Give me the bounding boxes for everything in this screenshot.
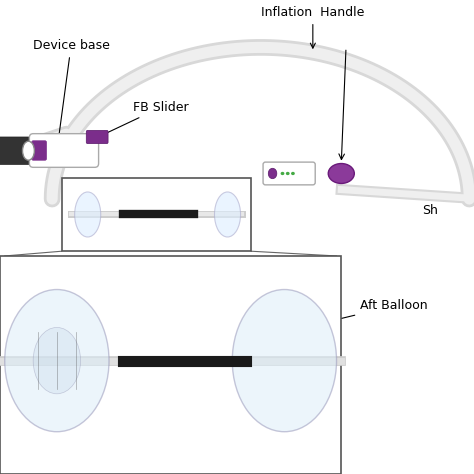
- Text: Inflation  Handle: Inflation Handle: [261, 6, 365, 48]
- FancyBboxPatch shape: [29, 134, 99, 167]
- FancyBboxPatch shape: [0, 137, 31, 164]
- Ellipse shape: [268, 168, 277, 179]
- Ellipse shape: [5, 290, 109, 432]
- Text: Fore Balloon  Sutures: Fore Balloon Sutures: [70, 392, 237, 465]
- Text: Device base: Device base: [33, 39, 109, 147]
- Bar: [0, 256, 341, 474]
- Ellipse shape: [286, 172, 290, 175]
- Text: Aft Balloon: Aft Balloon: [288, 299, 428, 332]
- Ellipse shape: [328, 164, 354, 183]
- Ellipse shape: [232, 290, 337, 432]
- Ellipse shape: [22, 141, 34, 160]
- FancyBboxPatch shape: [32, 141, 46, 160]
- Ellipse shape: [214, 192, 240, 237]
- Text: FB Slider: FB Slider: [101, 101, 189, 136]
- Ellipse shape: [75, 192, 100, 237]
- Ellipse shape: [33, 328, 81, 394]
- Ellipse shape: [291, 172, 295, 175]
- FancyBboxPatch shape: [86, 130, 108, 144]
- Text: Sh: Sh: [422, 204, 438, 218]
- Ellipse shape: [281, 172, 284, 175]
- Bar: [62, 178, 251, 251]
- FancyBboxPatch shape: [263, 162, 315, 185]
